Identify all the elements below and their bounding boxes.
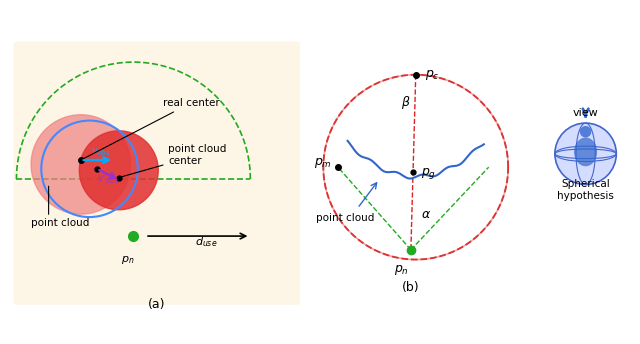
FancyBboxPatch shape bbox=[13, 42, 300, 305]
Text: $p_n$: $p_n$ bbox=[121, 254, 134, 266]
Text: $p_c$: $p_c$ bbox=[426, 68, 440, 82]
Circle shape bbox=[555, 123, 616, 184]
Text: $p_m$: $p_m$ bbox=[314, 156, 332, 170]
Text: view: view bbox=[573, 108, 598, 118]
Text: point cloud: point cloud bbox=[316, 213, 374, 223]
Text: $v_{obs}$: $v_{obs}$ bbox=[91, 146, 111, 158]
Text: point cloud: point cloud bbox=[31, 218, 90, 228]
Text: point cloud
center: point cloud center bbox=[122, 144, 227, 177]
Text: $v'_{obs}$: $v'_{obs}$ bbox=[97, 172, 119, 186]
Text: (a): (a) bbox=[148, 298, 166, 311]
Circle shape bbox=[31, 115, 131, 214]
Circle shape bbox=[580, 126, 591, 138]
Text: Spherical
hypothesis: Spherical hypothesis bbox=[557, 179, 614, 201]
Text: $p_g$: $p_g$ bbox=[420, 165, 436, 181]
Text: $\beta$: $\beta$ bbox=[401, 94, 411, 111]
Ellipse shape bbox=[574, 138, 597, 166]
Text: $\alpha$: $\alpha$ bbox=[420, 208, 431, 221]
Text: (b): (b) bbox=[402, 281, 420, 294]
Circle shape bbox=[79, 131, 158, 210]
Text: $d_{use}$: $d_{use}$ bbox=[195, 235, 218, 249]
Text: $p_n$: $p_n$ bbox=[394, 263, 408, 277]
Text: real center: real center bbox=[83, 98, 220, 159]
